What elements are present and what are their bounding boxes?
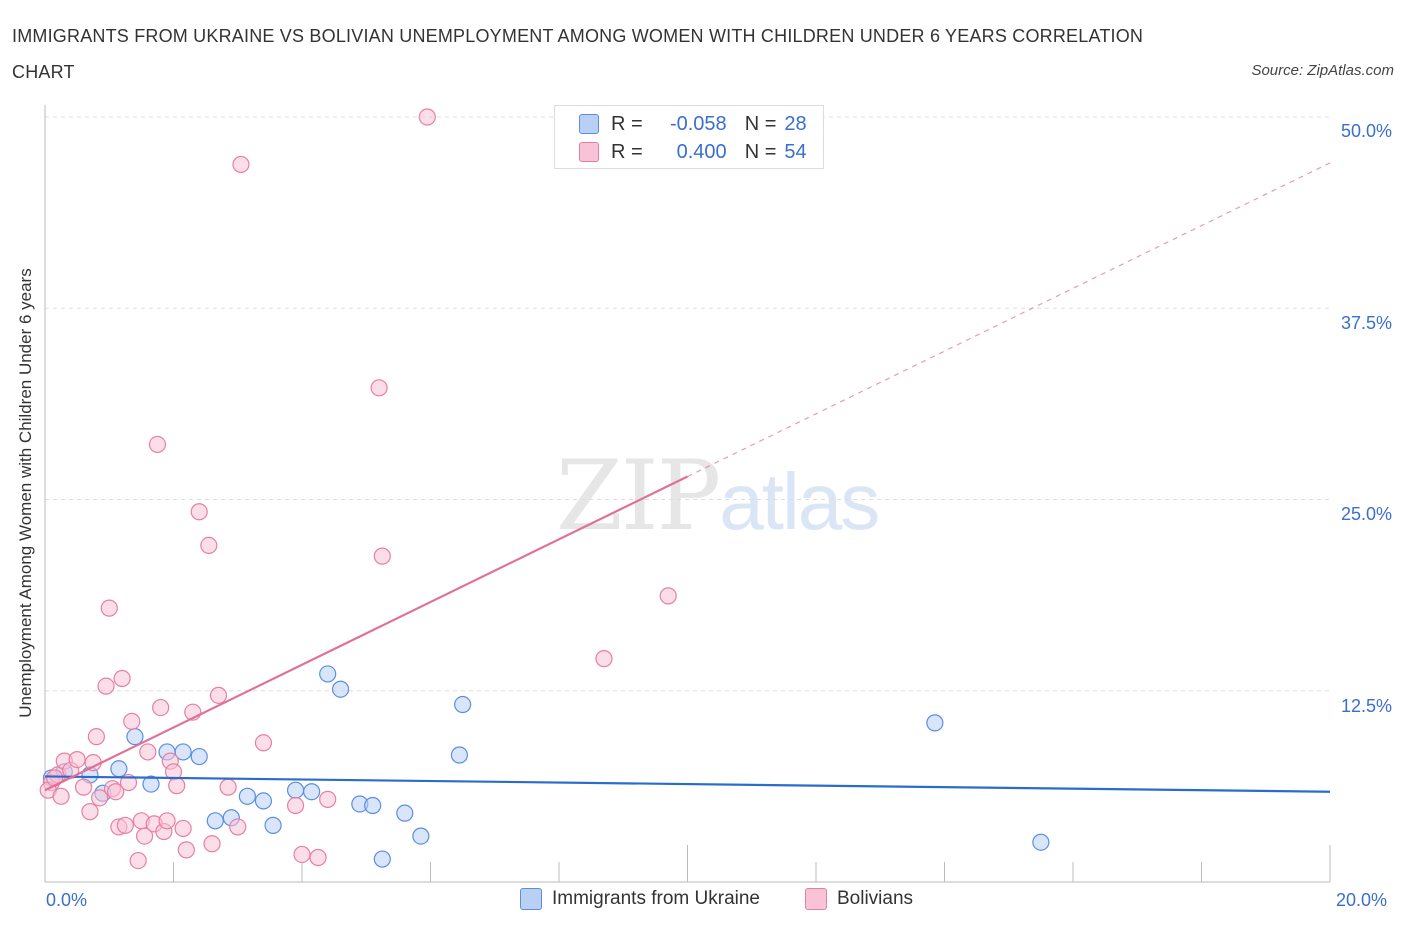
bolivia-swatch xyxy=(805,888,827,910)
bolivia-point xyxy=(68,750,86,769)
stats-legend: R = -0.058 N = 28 R = 0.400 N = 54 xyxy=(554,105,824,169)
r-value: 0.400 xyxy=(676,140,727,163)
bolivia-point xyxy=(219,778,237,796)
bolivia-point xyxy=(97,677,115,695)
x-tick-label: 20.0% xyxy=(1336,890,1388,910)
ukraine-point xyxy=(110,760,128,778)
bolivia-point xyxy=(135,827,154,845)
bolivia-point xyxy=(91,789,109,807)
bolivia-point xyxy=(174,819,192,838)
bolivia-point xyxy=(595,650,613,668)
bolivia-point xyxy=(418,108,436,126)
ukraine-point xyxy=(174,743,192,761)
ukraine-point xyxy=(126,728,144,746)
watermark: ZIPatlas xyxy=(556,440,880,552)
watermark-zip: ZIP xyxy=(556,440,721,552)
y-tick-label: 25.0% xyxy=(1340,504,1392,524)
bolivia-point xyxy=(129,851,147,870)
bolivia-point xyxy=(373,547,391,565)
bolivia-point xyxy=(309,848,327,867)
y-tick-label: 37.5% xyxy=(1340,313,1392,333)
y-axis-label: Unemployment Among Women with Children U… xyxy=(16,268,35,718)
bolivia-point xyxy=(113,669,131,688)
legend-row-ukraine: R = -0.058 N = 28 xyxy=(579,111,807,137)
source-label: Source: ZipAtlas.com xyxy=(1251,62,1394,79)
bolivia-point xyxy=(74,778,93,796)
ukraine-swatch xyxy=(579,114,599,134)
legend-item-ukraine: Immigrants from Ukraine xyxy=(520,888,760,910)
n-value: 28 xyxy=(784,112,807,135)
ukraine-point xyxy=(1032,833,1050,851)
ukraine-point xyxy=(396,804,414,822)
bolivia-point xyxy=(81,803,99,821)
bolivia-point xyxy=(52,787,70,805)
ukraine-point xyxy=(142,775,160,793)
r-value: -0.058 xyxy=(669,112,727,135)
ukraine-point xyxy=(254,792,273,810)
bolivia-point xyxy=(148,435,167,454)
bolivia-point xyxy=(107,783,125,801)
bolivia-point xyxy=(100,599,118,617)
ukraine-point xyxy=(206,812,224,830)
bolivia-point xyxy=(659,587,677,605)
y-tick-label: 12.5% xyxy=(1340,696,1392,716)
ukraine-point xyxy=(373,850,391,868)
bolivia-point xyxy=(177,841,195,859)
legend-item-bolivia: Bolivians xyxy=(805,888,913,910)
ukraine-point xyxy=(190,747,208,766)
bolivia-point xyxy=(123,712,141,730)
bolivia-point xyxy=(232,155,250,174)
bolivia-point xyxy=(286,796,305,815)
ukraine-point xyxy=(319,665,337,683)
ukraine-point xyxy=(454,695,472,714)
ukraine-point xyxy=(412,827,430,845)
bolivia-point xyxy=(87,728,106,746)
ukraine-point xyxy=(238,787,256,805)
bolivia-point xyxy=(139,743,157,761)
n-label: N = xyxy=(744,112,777,135)
bolivia-point xyxy=(254,734,273,752)
legend-row-bolivia: R = 0.400 N = 54 xyxy=(579,139,807,165)
bolivia-point xyxy=(200,536,218,555)
x-tick-label: 0.0% xyxy=(46,890,88,910)
bolivia-point xyxy=(168,777,186,795)
ukraine-point xyxy=(926,714,944,732)
ukraine-point xyxy=(364,796,382,815)
ukraine-point xyxy=(303,783,321,801)
legend-label-bolivia: Bolivians xyxy=(837,888,914,909)
bolivia-trend-line xyxy=(44,475,688,792)
bolivia-point xyxy=(116,816,134,834)
bolivia-trend-extension xyxy=(687,162,1331,478)
bolivia-point xyxy=(152,698,170,717)
n-value: 54 xyxy=(784,140,807,163)
legend-label-ukraine: Immigrants from Ukraine xyxy=(552,888,760,909)
bolivia-point xyxy=(190,503,208,521)
ukraine-point xyxy=(450,746,469,764)
bolivia-point xyxy=(370,379,388,397)
bolivia-point xyxy=(293,845,311,864)
chart-title: IMMIGRANTS FROM UKRAINE VS BOLIVIAN UNEM… xyxy=(12,26,1144,82)
ukraine-point xyxy=(286,781,305,799)
watermark-atlas: atlas xyxy=(719,457,880,546)
ukraine-trend-line xyxy=(44,775,1331,793)
bolivia-point xyxy=(319,790,337,808)
bolivia-swatch xyxy=(579,142,599,162)
n-label: N = xyxy=(744,140,777,163)
r-label: R = xyxy=(611,140,643,163)
ukraine-point xyxy=(331,680,350,698)
bolivia-point xyxy=(209,686,228,704)
r-label: R = xyxy=(611,112,643,135)
bolivia-point xyxy=(229,818,247,836)
ukraine-swatch xyxy=(520,888,542,910)
bolivia-point xyxy=(158,812,176,830)
y-tick-label: 50.0% xyxy=(1340,121,1392,141)
bolivia-point xyxy=(203,835,221,853)
ukraine-point xyxy=(264,816,282,834)
